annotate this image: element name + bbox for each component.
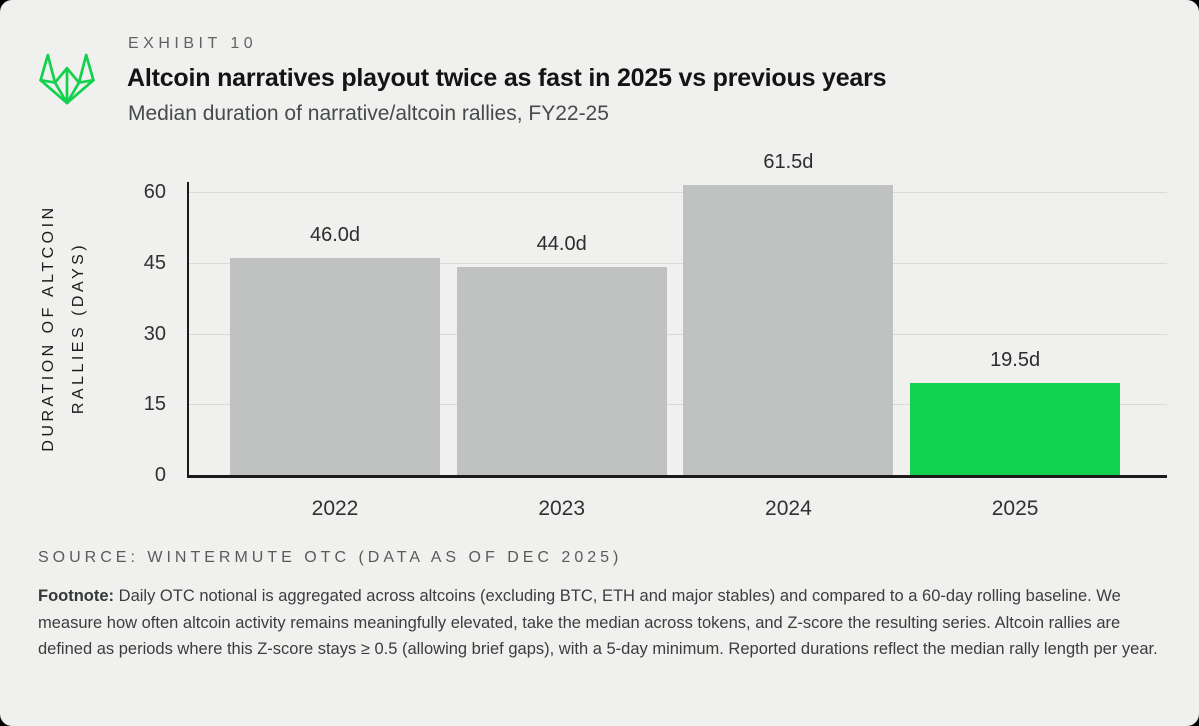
y-axis-title-line2: RALLIES (DAYS) [70, 241, 87, 415]
bar-2022 [230, 258, 440, 475]
exhibit-label: EXHIBIT 10 [128, 35, 258, 52]
x-axis-line [187, 475, 1167, 478]
y-tick-label-15: 15 [143, 393, 166, 416]
value-label-2025: 19.5d [990, 349, 1041, 372]
y-tick-label-0: 0 [154, 464, 166, 486]
y-axis-line [187, 182, 189, 478]
x-tick-label-2025: 2025 [991, 497, 1039, 520]
value-label-2024: 61.5d [763, 150, 814, 173]
chart-title: Altcoin narratives playout twice as fast… [127, 64, 887, 92]
footnote-text: Daily OTC notional is aggregated across … [38, 587, 1158, 658]
y-tick-label-30: 30 [143, 322, 166, 345]
y-axis-title-line1: DURATION OF ALTCOIN [40, 204, 57, 452]
gridline-y45 [189, 262, 1167, 264]
source-line: SOURCE: WINTERMUTE OTC (DATA AS OF DEC 2… [38, 549, 623, 566]
x-tick-label-2023: 2023 [538, 497, 586, 520]
wintermute-logo-icon [39, 53, 95, 105]
x-tick-label-2022: 2022 [311, 497, 359, 520]
value-label-2022: 46.0d [309, 224, 361, 247]
y-axis-title: DURATION OF ALTCOIN RALLIES (DAYS) [34, 158, 96, 498]
bar-2023 [456, 267, 667, 475]
gridline-y60 [189, 192, 1167, 193]
x-tick-label-2024: 2024 [765, 497, 812, 520]
y-tick-label-60: 60 [143, 181, 166, 203]
value-label-2023: 44.0d [536, 233, 587, 256]
gridline-y15 [189, 404, 1167, 406]
bar-2025 [910, 383, 1121, 475]
bar-2024 [683, 184, 894, 475]
gridline-y30 [189, 333, 1167, 335]
footnote: Footnote: Daily OTC notional is aggregat… [38, 583, 1168, 663]
y-tick-label-45: 45 [143, 251, 166, 274]
footnote-label: Footnote: [38, 587, 115, 605]
chart-subtitle: Median duration of narrative/altcoin ral… [128, 102, 609, 125]
